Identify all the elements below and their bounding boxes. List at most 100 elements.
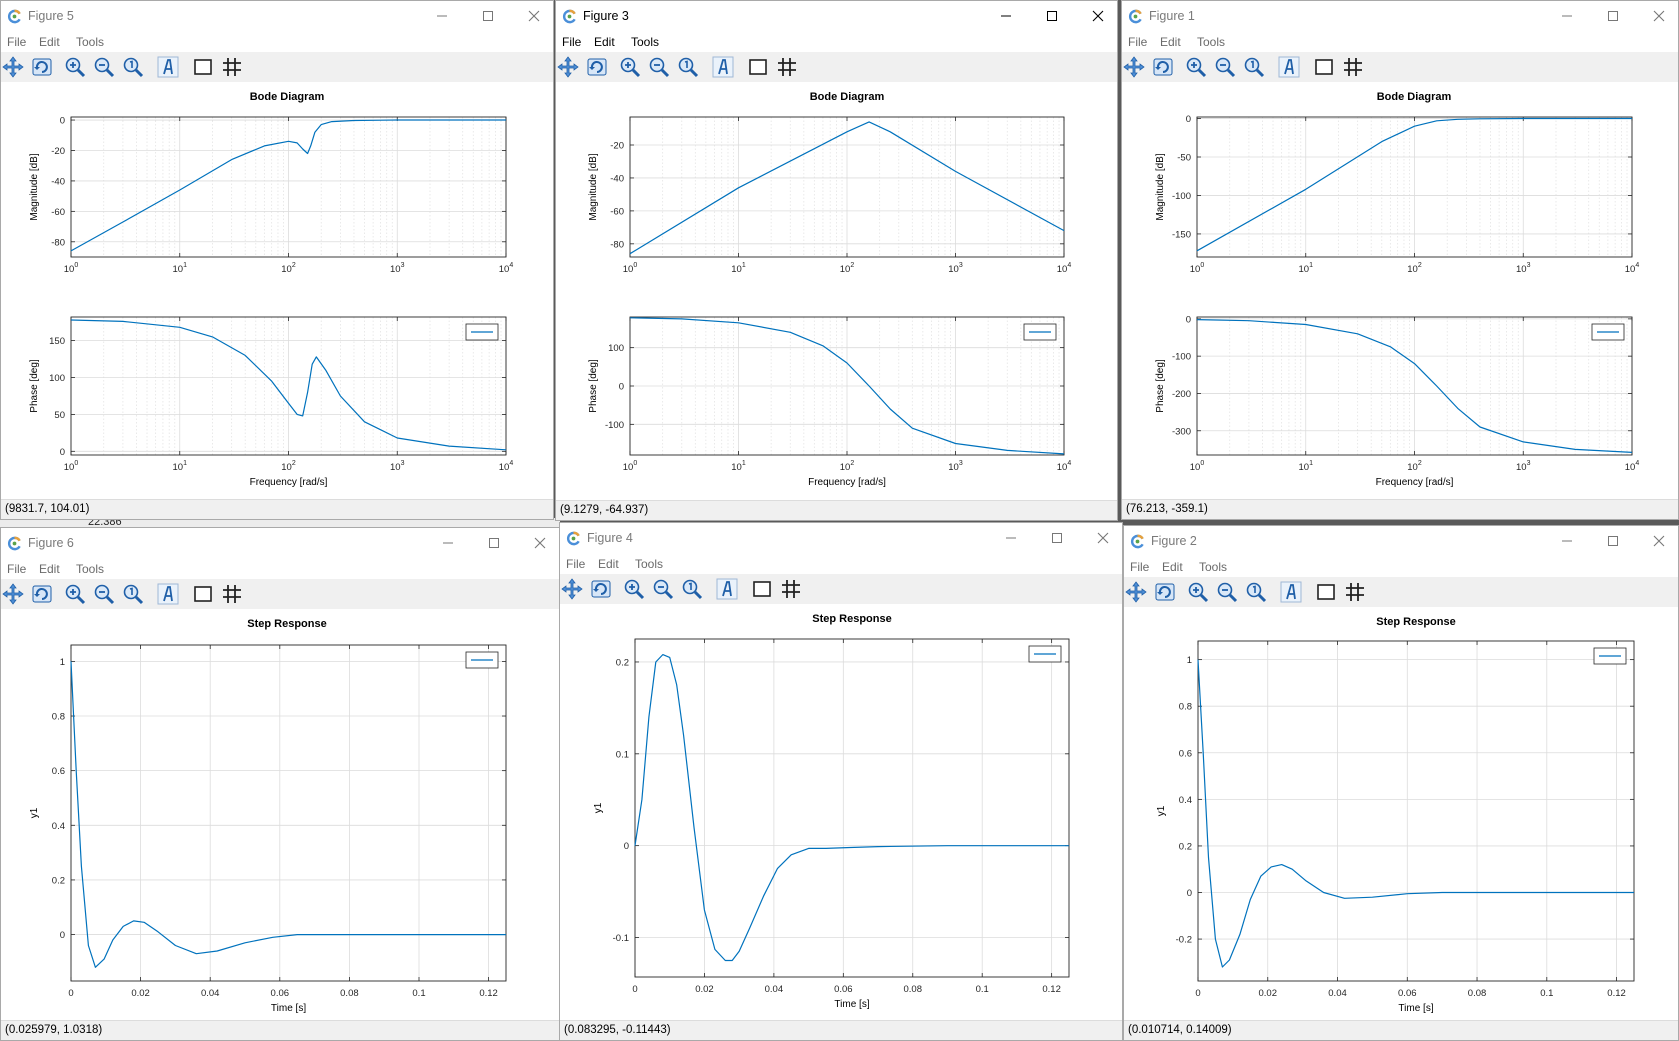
menu-edit[interactable]: Edit [594, 35, 615, 49]
legend[interactable] [1028, 645, 1062, 663]
rotate-icon[interactable] [589, 577, 613, 601]
text-icon[interactable] [156, 582, 180, 606]
menu-tools[interactable]: Tools [76, 562, 105, 576]
legend[interactable] [465, 323, 499, 341]
plot-canvas[interactable]: 0 -20 -40 -60 -80 100 101 102 103 104 Bode Diagram… [1, 82, 553, 499]
figure-window[interactable]: Figure 6 File Edit Tools 1 0.8 0.6 0.4 0.2 0 0 0.02… [0, 527, 560, 1041]
pan-icon[interactable] [1124, 580, 1148, 604]
zoom-in-icon[interactable] [1184, 55, 1208, 79]
rotate-icon[interactable] [1151, 55, 1175, 79]
plot-canvas[interactable]: -20 -40 -60 -80 100 101 102 103 104 Bode Diagram M… [556, 82, 1117, 500]
legend[interactable] [465, 651, 499, 669]
minimize-button[interactable] [991, 5, 1021, 27]
figure-window[interactable]: Figure 5 File Edit Tools 0 -20 -40 -60 -80 100 101… [0, 0, 554, 520]
box-icon[interactable] [1314, 580, 1338, 604]
zoom-in-icon[interactable] [622, 577, 646, 601]
rotate-icon[interactable] [30, 582, 54, 606]
maximize-button[interactable] [1042, 527, 1072, 549]
figure-window[interactable]: Figure 3 File Edit Tools -20 -40 -60 -80 100 101 1… [555, 0, 1118, 521]
zoom-reset-icon[interactable] [680, 577, 704, 601]
menu-file[interactable]: File [7, 35, 27, 49]
menu-edit[interactable]: Edit [39, 562, 60, 576]
pan-icon[interactable] [1, 582, 25, 606]
legend[interactable] [1591, 323, 1625, 341]
pan-icon[interactable] [1122, 55, 1146, 79]
plot-canvas[interactable]: 1 0.8 0.6 0.4 0.2 0 -0.2 0 0.02 0.04 0.06 0.08 0.1 0.… [1124, 607, 1678, 1020]
minimize-button[interactable] [1552, 530, 1582, 552]
close-button[interactable] [525, 532, 555, 554]
grid-icon[interactable] [1343, 580, 1367, 604]
text-icon[interactable] [715, 577, 739, 601]
plot-area[interactable]: -20 -40 -60 -80 100 101 102 103 104 Bode Diagram M… [556, 82, 1117, 500]
plot-canvas[interactable]: 0.2 0.1 0 -0.1 0 0.02 0.04 0.06 0.08 0.1 0.12 Step … [560, 604, 1122, 1020]
title-bar[interactable]: Figure 5 [1, 1, 553, 32]
minimize-button[interactable] [1552, 5, 1582, 27]
zoom-reset-icon[interactable] [121, 55, 145, 79]
zoom-out-icon[interactable] [651, 577, 675, 601]
zoom-out-icon[interactable] [1215, 580, 1239, 604]
close-button[interactable] [519, 5, 549, 27]
text-icon[interactable] [711, 55, 735, 79]
menu-edit[interactable]: Edit [598, 557, 619, 571]
close-button[interactable] [1644, 530, 1674, 552]
plot-canvas[interactable]: 0 -50 -100 -150 100 101 102 103 104 Bode Diagram M… [1122, 82, 1678, 499]
rotate-icon[interactable] [585, 55, 609, 79]
zoom-out-icon[interactable] [92, 55, 116, 79]
title-bar[interactable]: Figure 6 [1, 528, 559, 559]
box-icon[interactable] [191, 582, 215, 606]
pan-icon[interactable] [560, 577, 584, 601]
minimize-button[interactable] [996, 527, 1026, 549]
title-bar[interactable]: Figure 4 [560, 523, 1122, 554]
grid-icon[interactable] [779, 577, 803, 601]
menu-tools[interactable]: Tools [635, 557, 664, 571]
minimize-button[interactable] [433, 532, 463, 554]
box-icon[interactable] [191, 55, 215, 79]
menu-tools[interactable]: Tools [1197, 35, 1226, 49]
rotate-icon[interactable] [30, 55, 54, 79]
close-button[interactable] [1088, 527, 1118, 549]
menu-edit[interactable]: Edit [1162, 560, 1183, 574]
menu-file[interactable]: File [562, 35, 582, 49]
box-icon[interactable] [746, 55, 770, 79]
title-bar[interactable]: Figure 3 [556, 1, 1117, 32]
grid-icon[interactable] [220, 55, 244, 79]
menu-tools[interactable]: Tools [631, 35, 660, 49]
plot-area[interactable]: 0 -20 -40 -60 -80 100 101 102 103 104 Bode Diagram… [1, 82, 553, 499]
close-button[interactable] [1083, 5, 1113, 27]
rotate-icon[interactable] [1153, 580, 1177, 604]
menu-edit[interactable]: Edit [39, 35, 60, 49]
figure-window[interactable]: Figure 2 File Edit Tools 1 0.8 0.6 0.4 0.2 0 -0.2 0… [1123, 525, 1679, 1041]
zoom-in-icon[interactable] [63, 55, 87, 79]
menu-edit[interactable]: Edit [1160, 35, 1181, 49]
menu-file[interactable]: File [1128, 35, 1148, 49]
zoom-reset-icon[interactable] [676, 55, 700, 79]
zoom-reset-icon[interactable] [121, 582, 145, 606]
plot-area[interactable]: 1 0.8 0.6 0.4 0.2 0 0 0.02 0.04 0.06 0.08 0.1 0.12 St… [1, 609, 559, 1020]
maximize-button[interactable] [1037, 5, 1067, 27]
figure-window[interactable]: Figure 4 File Edit Tools 0.2 0.1 0 -0.1 0 0.02 0.0… [559, 522, 1123, 1041]
box-icon[interactable] [1312, 55, 1336, 79]
text-icon[interactable] [1277, 55, 1301, 79]
plot-area[interactable]: 0.2 0.1 0 -0.1 0 0.02 0.04 0.06 0.08 0.1 0.12 Step … [560, 604, 1122, 1020]
zoom-in-icon[interactable] [618, 55, 642, 79]
plot-canvas[interactable]: 1 0.8 0.6 0.4 0.2 0 0 0.02 0.04 0.06 0.08 0.1 0.12 St… [1, 609, 559, 1020]
zoom-out-icon[interactable] [1213, 55, 1237, 79]
figure-window[interactable]: Figure 1 File Edit Tools 0 -50 -100 -150 100 101 1… [1121, 0, 1679, 520]
text-icon[interactable] [1279, 580, 1303, 604]
maximize-button[interactable] [1598, 5, 1628, 27]
menu-file[interactable]: File [1130, 560, 1150, 574]
zoom-in-icon[interactable] [1186, 580, 1210, 604]
maximize-button[interactable] [473, 5, 503, 27]
title-bar[interactable]: Figure 1 [1122, 1, 1678, 32]
maximize-button[interactable] [1598, 530, 1628, 552]
menu-file[interactable]: File [566, 557, 586, 571]
maximize-button[interactable] [479, 532, 509, 554]
legend[interactable] [1593, 647, 1627, 665]
menu-file[interactable]: File [7, 562, 27, 576]
zoom-out-icon[interactable] [92, 582, 116, 606]
zoom-out-icon[interactable] [647, 55, 671, 79]
grid-icon[interactable] [1341, 55, 1365, 79]
grid-icon[interactable] [220, 582, 244, 606]
minimize-button[interactable] [427, 5, 457, 27]
close-button[interactable] [1644, 5, 1674, 27]
